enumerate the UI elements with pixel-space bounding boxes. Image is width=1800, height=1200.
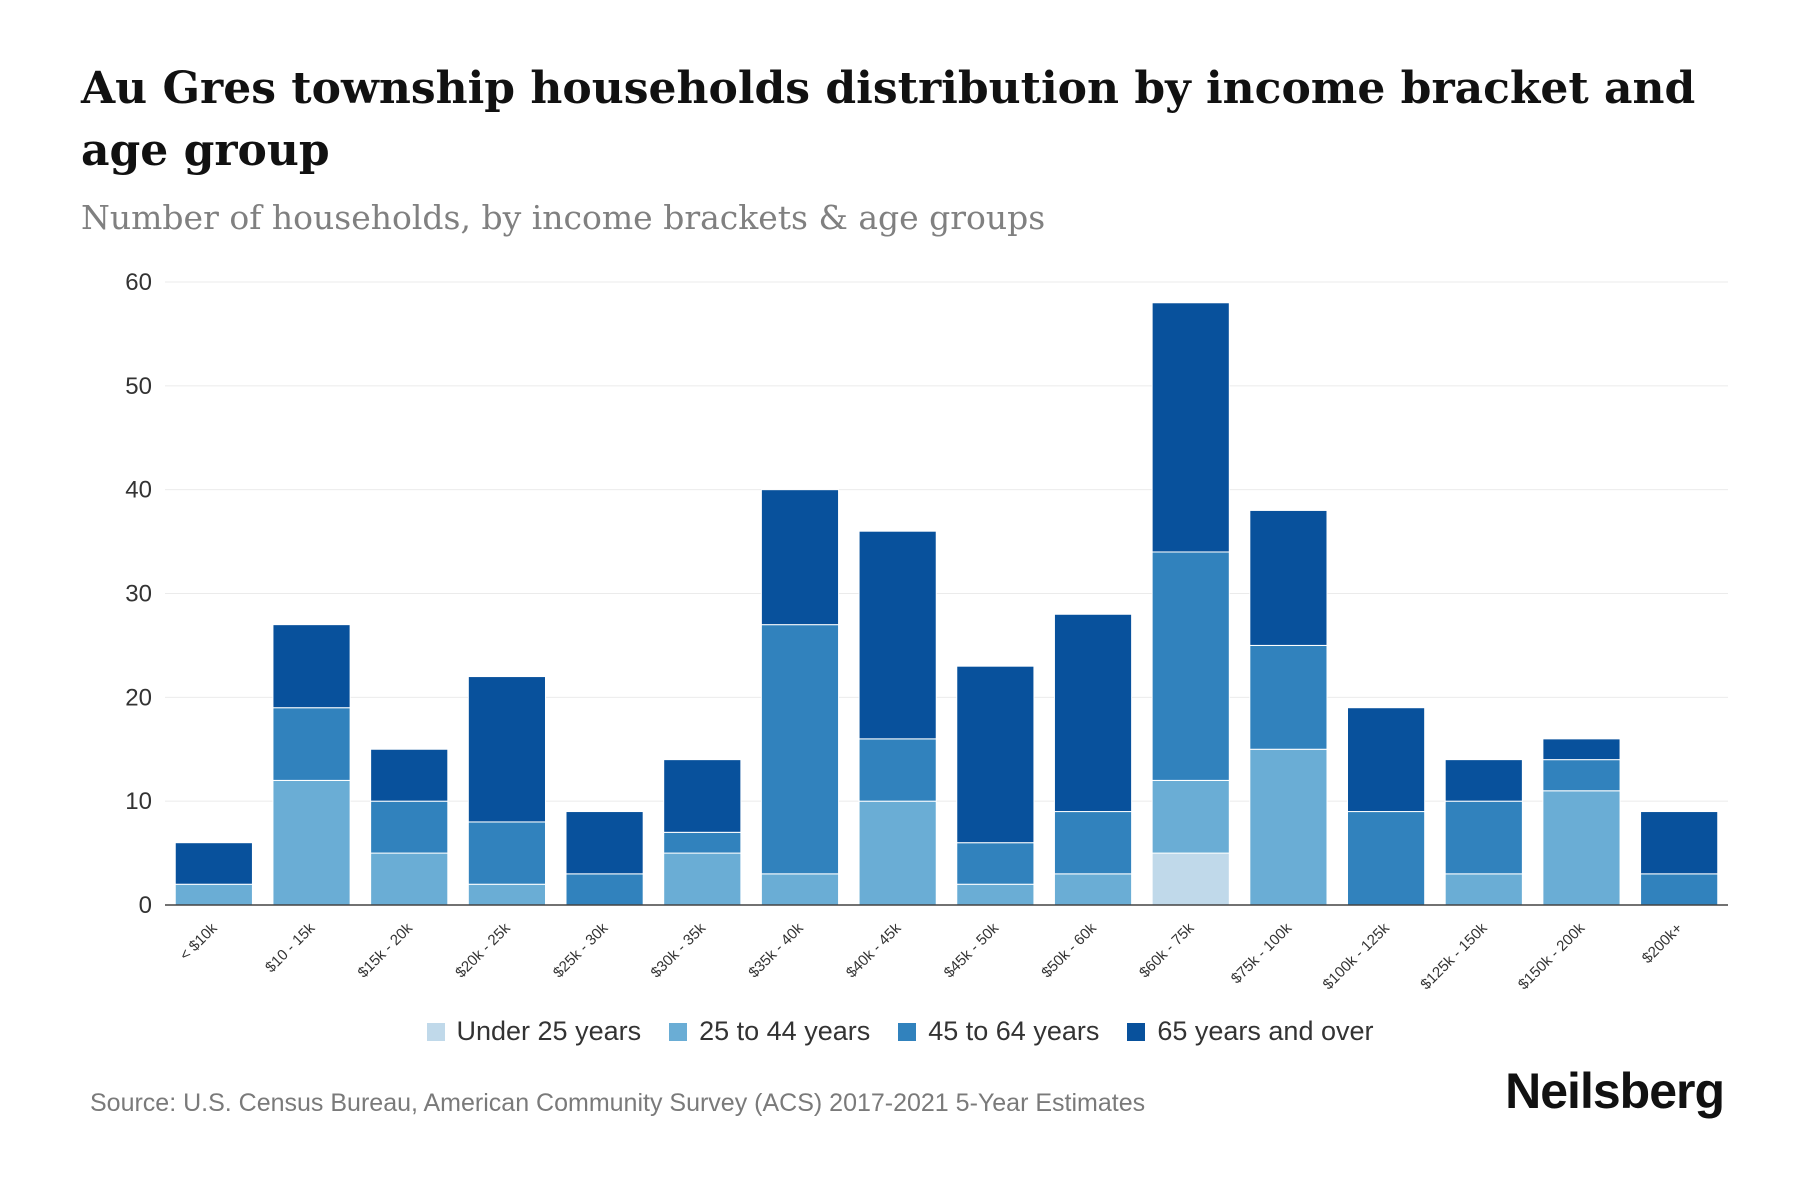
bar-segment [272, 707, 351, 781]
x-tick-label: $60k - 75k [1136, 919, 1198, 981]
legend-label: 65 years and over [1157, 1016, 1374, 1046]
legend-label: 25 to 44 years [699, 1016, 871, 1046]
legend-swatch [669, 1022, 688, 1041]
bar-segment [1347, 811, 1426, 906]
bar-segment [1542, 759, 1621, 792]
brand-logo: Neilsberg [1505, 1063, 1725, 1119]
bar-segment [1249, 644, 1328, 750]
legend-item: Under 25 years [426, 1016, 642, 1047]
bar-segment [565, 811, 644, 875]
bar-segment [1053, 873, 1133, 906]
legend: Under 25 years 25 to 44 years 45 to 64 yea… [0, 1016, 1800, 1047]
x-tick-label: $35k - 40k [745, 919, 807, 981]
bar-segment [663, 831, 742, 854]
x-tick-label: $40k - 45k [843, 919, 905, 981]
chart-subtitle: Number of households, by income brackets… [81, 198, 1046, 237]
bar-segment [174, 883, 253, 906]
bar-segment [858, 530, 937, 740]
bar-segment [1542, 790, 1621, 906]
grid-lines [165, 281, 1728, 802]
bar-segment [663, 852, 742, 906]
bar-segment [1151, 551, 1230, 781]
bar-segment [467, 821, 546, 885]
bar-segment [370, 852, 449, 906]
x-tick-label: < $10k [177, 919, 222, 964]
x-tick-label: $150k - 200k [1515, 919, 1589, 993]
legend-item: 25 to 44 years [669, 1016, 870, 1047]
bar-segment [760, 489, 840, 626]
bar-segment [1151, 302, 1230, 553]
x-tick-label: $100k - 125k [1320, 919, 1394, 993]
bar-segment [565, 873, 644, 906]
bar-segment [370, 748, 449, 802]
bar-segment [1249, 509, 1328, 646]
bar-segment [1151, 852, 1230, 906]
x-tick-label: $75k - 100k [1228, 919, 1296, 987]
bar-segment [760, 873, 840, 906]
x-tick-label: $125k - 150k [1417, 919, 1491, 993]
y-tick-label: 0 [139, 892, 152, 919]
x-tick-label: $45k - 50k [941, 919, 1003, 981]
bars [174, 302, 1719, 906]
x-tick-label: $30k - 35k [648, 919, 710, 981]
bar-segment [956, 842, 1035, 885]
bar-segment [956, 665, 1035, 844]
bar-segment [956, 883, 1035, 906]
x-tick-label: $10 - 15k [262, 919, 319, 976]
bar-segment [1640, 873, 1719, 906]
bar-segment [1444, 873, 1523, 906]
bar-segment [1444, 800, 1523, 875]
bar-chart: 0 10 20 30 40 50 60 < $10k $10 - 15k $15k - 20k $2… [125, 269, 1728, 993]
legend-item: 65 years and over [1127, 1016, 1374, 1047]
legend-swatch [898, 1022, 917, 1041]
source-note: Source: U.S. Census Bureau, American Com… [90, 1089, 1146, 1117]
x-tick-label: $25k - 30k [550, 919, 612, 981]
bar-segment [1347, 707, 1426, 813]
bar-segment [1053, 613, 1133, 813]
x-tick-label: $15k - 20k [354, 919, 416, 981]
y-tick-label: 10 [125, 788, 152, 815]
legend-swatch [1127, 1022, 1146, 1041]
legend-item: 45 to 64 years [898, 1016, 1099, 1047]
bar-segment [858, 800, 937, 906]
bar-segment [760, 624, 840, 875]
bar-segment [1151, 779, 1230, 854]
bar-segment [663, 759, 742, 833]
bar-segment [858, 738, 937, 802]
y-tick-label: 50 [125, 373, 152, 400]
chart-title: Au Gres township households distribution… [81, 63, 1696, 176]
bar-segment [1640, 811, 1719, 875]
legend-label: 45 to 64 years [928, 1016, 1100, 1046]
bar-segment [174, 842, 253, 885]
bar-segment [467, 883, 546, 906]
legend-label: Under 25 years [456, 1016, 642, 1046]
bar-segment [1542, 738, 1621, 761]
bar-segment [1249, 748, 1328, 906]
y-tick-label: 20 [125, 684, 152, 711]
bar-segment [1444, 759, 1523, 802]
bar-segment [272, 624, 351, 709]
bar-segment [272, 779, 351, 906]
x-tick-label: $20k - 25k [452, 919, 514, 981]
x-tick-label: $50k - 60k [1038, 919, 1100, 981]
y-tick-label: 60 [125, 269, 152, 296]
y-tick-label: 30 [125, 581, 152, 608]
bar-segment [370, 800, 449, 854]
bar-segment [1053, 811, 1133, 875]
x-tick-label: $200k+ [1639, 920, 1686, 967]
y-tick-label: 40 [125, 477, 152, 504]
bar-segment [467, 676, 546, 823]
legend-swatch [426, 1022, 445, 1041]
